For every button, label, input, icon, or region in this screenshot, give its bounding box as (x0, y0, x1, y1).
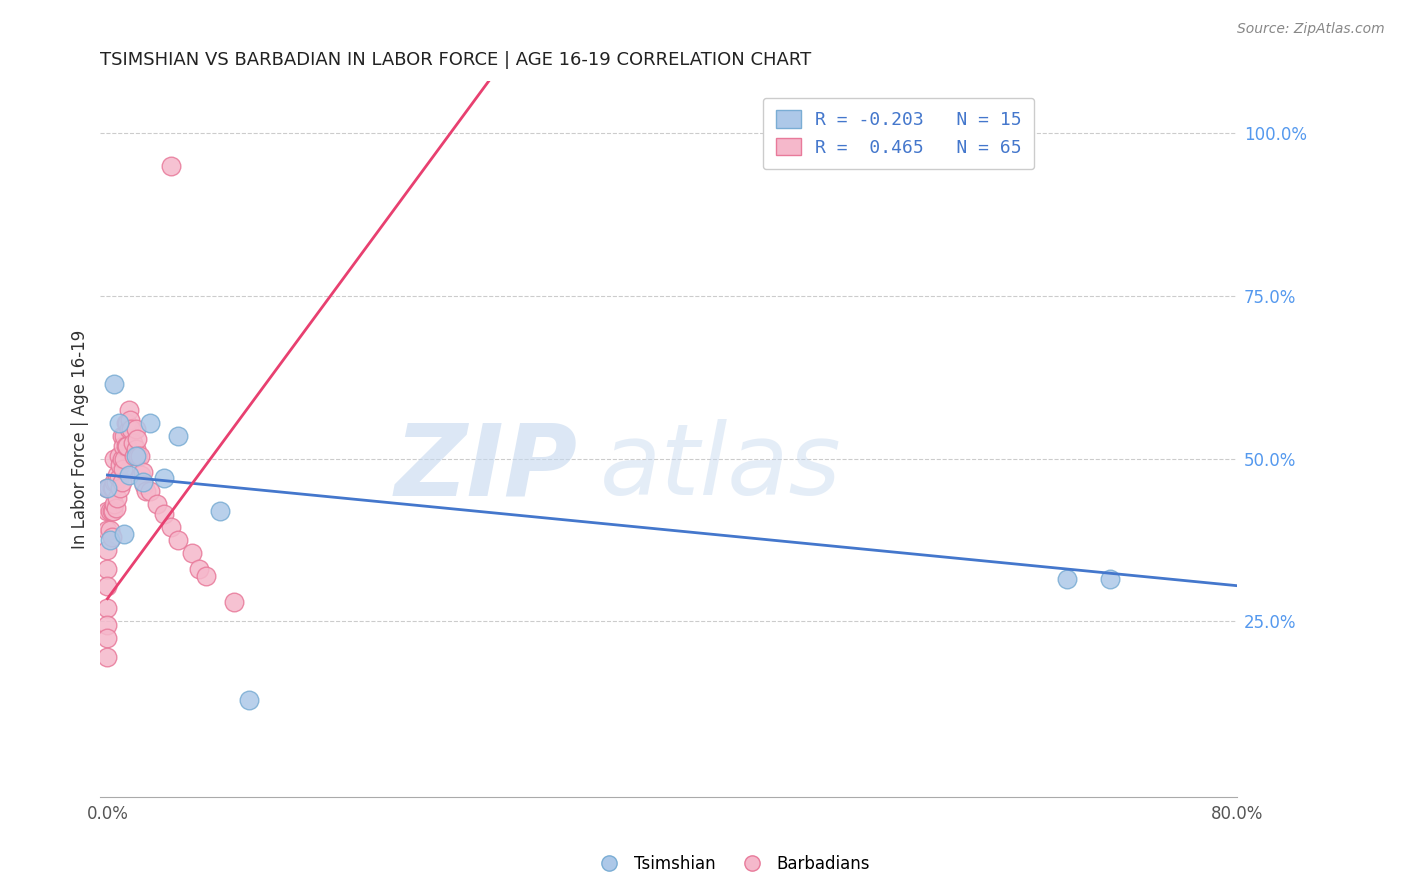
Point (98, 533, 121, 548)
Text: atlas: atlas (600, 419, 842, 516)
Point (103, 475, 125, 489)
Point (96, 562, 118, 576)
Y-axis label: In Labor Force | Age 16-19: In Labor Force | Age 16-19 (72, 330, 89, 549)
Point (101, 504, 124, 518)
Point (107, 471, 129, 485)
Point (100, 481, 122, 495)
Point (224, 595, 246, 609)
Point (117, 468, 139, 483)
Point (112, 526, 135, 541)
Point (105, 468, 128, 483)
Point (121, 435, 143, 450)
Point (124, 422, 146, 436)
Point (107, 416, 129, 430)
Point (139, 416, 162, 430)
Text: TSIMSHIAN VS BARBADIAN IN LABOR FORCE | AGE 16-19 CORRELATION CHART: TSIMSHIAN VS BARBADIAN IN LABOR FORCE | … (100, 51, 811, 69)
Point (117, 403, 139, 417)
Point (114, 439, 136, 453)
Point (100, 504, 122, 518)
Point (98, 504, 121, 518)
Point (188, 562, 211, 576)
Point (105, 491, 128, 505)
Point (96, 601, 118, 615)
Point (139, 484, 162, 499)
Point (100, 530, 122, 544)
Point (181, 546, 204, 560)
Point (209, 504, 232, 518)
Point (120, 422, 142, 436)
Point (124, 442, 146, 456)
Point (110, 429, 132, 443)
Point (96, 524, 118, 538)
Point (96, 617, 118, 632)
Point (112, 429, 135, 443)
Point (129, 468, 152, 483)
Point (110, 451, 132, 466)
Point (1056, 572, 1078, 586)
Point (97, 481, 120, 495)
Point (167, 533, 190, 548)
Point (108, 458, 131, 473)
Point (122, 449, 145, 463)
Point (127, 449, 149, 463)
Point (135, 484, 157, 499)
Point (103, 497, 125, 511)
Point (96, 481, 118, 495)
Point (118, 413, 141, 427)
Point (108, 481, 131, 495)
Point (238, 692, 260, 706)
Point (96, 631, 118, 645)
Point (115, 416, 138, 430)
Point (107, 449, 129, 463)
Point (146, 497, 169, 511)
Text: Source: ZipAtlas.com: Source: ZipAtlas.com (1237, 22, 1385, 37)
Point (153, 471, 176, 485)
Point (195, 569, 218, 583)
Point (111, 461, 134, 475)
Point (112, 451, 135, 466)
Point (132, 477, 155, 491)
Point (96, 504, 118, 518)
Point (117, 422, 139, 436)
Point (96, 481, 118, 495)
Point (98, 524, 121, 538)
Point (160, 520, 183, 534)
Point (103, 376, 125, 391)
Point (114, 416, 136, 430)
Legend: R = -0.203   N = 15, R =  0.465   N = 65: R = -0.203 N = 15, R = 0.465 N = 65 (763, 97, 1035, 169)
Point (125, 432, 148, 446)
Legend: Tsimshian, Barbadians: Tsimshian, Barbadians (585, 848, 877, 880)
Point (96, 650, 118, 665)
Point (167, 429, 190, 443)
Point (101, 481, 124, 495)
Point (115, 439, 138, 453)
Point (131, 475, 153, 489)
Point (128, 449, 150, 463)
Text: ZIP: ZIP (395, 419, 578, 516)
Point (104, 475, 127, 489)
Point (103, 451, 125, 466)
Point (111, 439, 134, 453)
Point (110, 475, 132, 489)
Point (104, 500, 127, 515)
Point (124, 449, 146, 463)
Point (160, 159, 183, 173)
Point (131, 465, 153, 479)
Point (96, 542, 118, 557)
Point (96, 579, 118, 593)
Point (153, 507, 176, 521)
Point (1098, 572, 1121, 586)
